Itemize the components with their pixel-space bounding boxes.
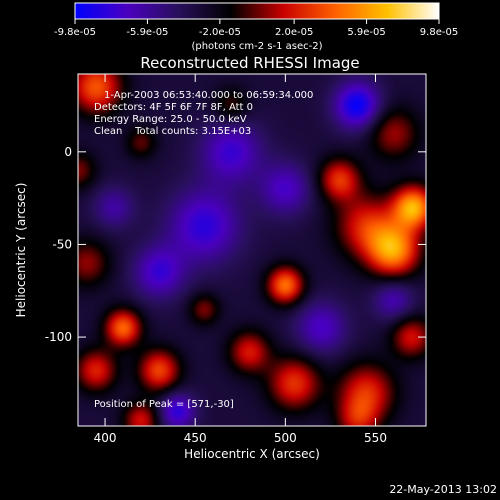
heatmap-image (78, 74, 426, 426)
colorbar-tick-label: -2.0e-05 (199, 27, 241, 38)
colorbar-unit-label: (photons cm-2 s-1 asec-2) (191, 41, 322, 52)
y-tick-label: 0 (64, 145, 72, 159)
colorbar-tick-label: -9.8e-05 (54, 27, 96, 38)
footer-date: 22-May-2013 13:02 (389, 483, 497, 496)
info-line-time: 1-Apr-2003 06:53:40.000 to 06:59:34.000 (104, 90, 313, 101)
peak-position-annotation: Position of Peak = [571,-30] (94, 399, 234, 410)
y-axis-label: Heliocentric Y (arcsec) (14, 183, 28, 318)
info-line-detectors: Detectors: 4F 5F 6F 7F 8F, Att 0 (94, 102, 253, 113)
observation-info: 1-Apr-2003 06:53:40.000 to 06:59:34.000 … (94, 90, 313, 410)
colorbar-tick-label: 2.0e-05 (275, 27, 313, 38)
x-tick-label: 550 (364, 431, 387, 445)
x-tick-label: 500 (274, 431, 297, 445)
y-tick-label: -50 (52, 237, 72, 251)
colorbar-tick-label: -5.9e-05 (126, 27, 168, 38)
x-tick-label: 400 (94, 431, 117, 445)
plot-area: 400 450 500 550 0 -50 -100 (45, 73, 427, 445)
x-axis-label: Heliocentric X (arcsec) (184, 447, 320, 461)
info-line-energy: Energy Range: 25.0 - 50.0 keV (94, 114, 247, 125)
y-axis-ticks: 0 -50 -100 (45, 145, 426, 344)
colorbar-strip (74, 2, 440, 20)
x-tick-label: 450 (184, 431, 207, 445)
chart-title: Reconstructed RHESSI Image (140, 54, 359, 72)
colorbar-tick-label: 9.8e-05 (420, 27, 458, 38)
y-tick-label: -100 (45, 330, 72, 344)
x-axis-ticks: 400 450 500 550 (94, 74, 387, 445)
colorbar-tick-label: 5.9e-05 (347, 27, 385, 38)
colorbar: -9.8e-05 -5.9e-05 -2.0e-05 2.0e-05 5.9e-05 9.… (54, 2, 458, 52)
info-line-clean: Clean Total counts: 3.15E+03 (94, 126, 251, 137)
plot-frame (77, 73, 427, 427)
colorbar-ticks: -9.8e-05 -5.9e-05 -2.0e-05 2.0e-05 5.9e-05 9.… (54, 19, 458, 38)
